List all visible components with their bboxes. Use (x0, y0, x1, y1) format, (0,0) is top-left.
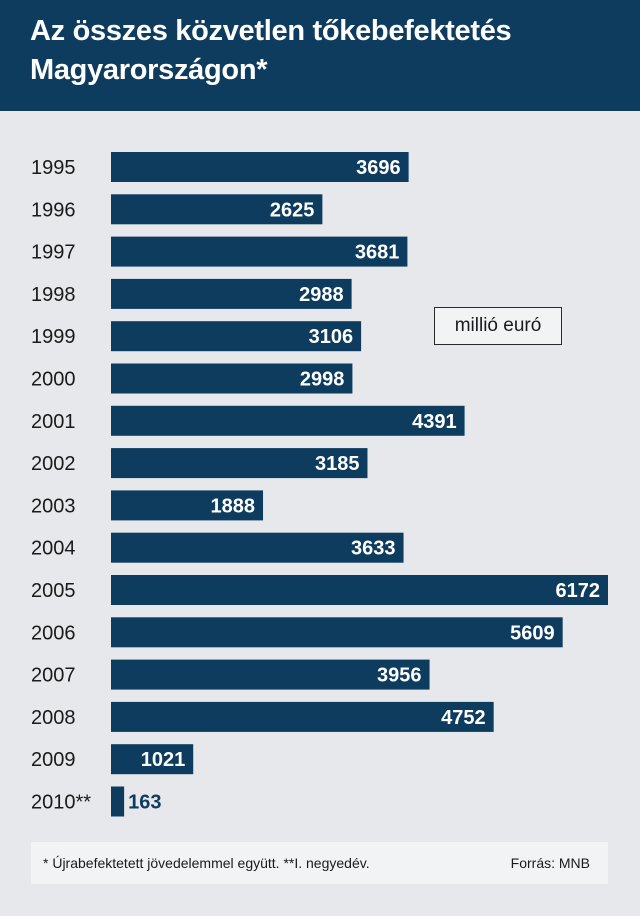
bar (111, 744, 194, 775)
category-label: 1998 (31, 284, 76, 306)
category-label: 2009 (31, 749, 76, 771)
category-label: 2010** (31, 792, 91, 814)
footer-note-box: * Újrabefektetett jövedelemmel együtt. *… (31, 842, 608, 884)
bar (111, 448, 368, 479)
data-label: 1888 (211, 495, 256, 517)
bar (111, 405, 465, 436)
category-label: 1995 (31, 157, 76, 179)
bar (111, 532, 404, 563)
data-label: 3185 (315, 453, 360, 475)
category-label: 2007 (31, 665, 76, 687)
data-label: 6172 (556, 580, 601, 602)
data-label: 3633 (351, 538, 396, 560)
bar (111, 194, 323, 225)
bar (111, 617, 563, 648)
data-label: 5609 (510, 622, 555, 644)
bar (111, 321, 362, 352)
chart-title: Az összes közvetlen tőkebefektetés Magya… (0, 0, 640, 111)
source-label: Forrás: MNB (510, 855, 590, 871)
unit-label: millió euró (434, 307, 562, 345)
footnote: * Újrabefektetett jövedelemmel együtt. *… (43, 855, 370, 871)
data-label: 3696 (356, 157, 401, 179)
bar (111, 363, 353, 394)
bar (111, 786, 125, 817)
data-label: 2625 (270, 199, 315, 221)
data-label: 1021 (141, 749, 186, 771)
category-label: 2002 (31, 453, 76, 475)
category-label: 2008 (31, 707, 76, 729)
bar (111, 278, 352, 309)
bar (111, 701, 494, 732)
data-label: 2998 (300, 369, 345, 391)
data-label: 4391 (412, 411, 457, 433)
category-label: 1996 (31, 199, 76, 221)
title-line-1: Az összes közvetlen tőkebefektetés (30, 15, 512, 47)
category-label: 1999 (31, 326, 76, 348)
category-label: 2000 (31, 369, 76, 391)
category-label: 2006 (31, 622, 76, 644)
unit-label-text: millió euró (454, 315, 542, 336)
category-label: 2003 (31, 495, 76, 517)
title-line-2: Magyarországon* (30, 54, 268, 86)
bar (111, 575, 608, 605)
category-label: 1997 (31, 242, 76, 264)
bar (111, 490, 264, 521)
bar (111, 659, 430, 690)
data-label: 4752 (441, 707, 486, 729)
data-label: 3106 (309, 326, 354, 348)
bar (111, 152, 409, 182)
bar (111, 236, 408, 267)
data-label: 2988 (299, 284, 344, 306)
category-label: 2001 (31, 411, 76, 433)
data-label: 3956 (377, 665, 422, 687)
data-label: 3681 (355, 242, 400, 264)
data-label: 163 (128, 792, 161, 814)
category-label: 2004 (31, 538, 76, 560)
category-label: 2005 (31, 580, 76, 602)
